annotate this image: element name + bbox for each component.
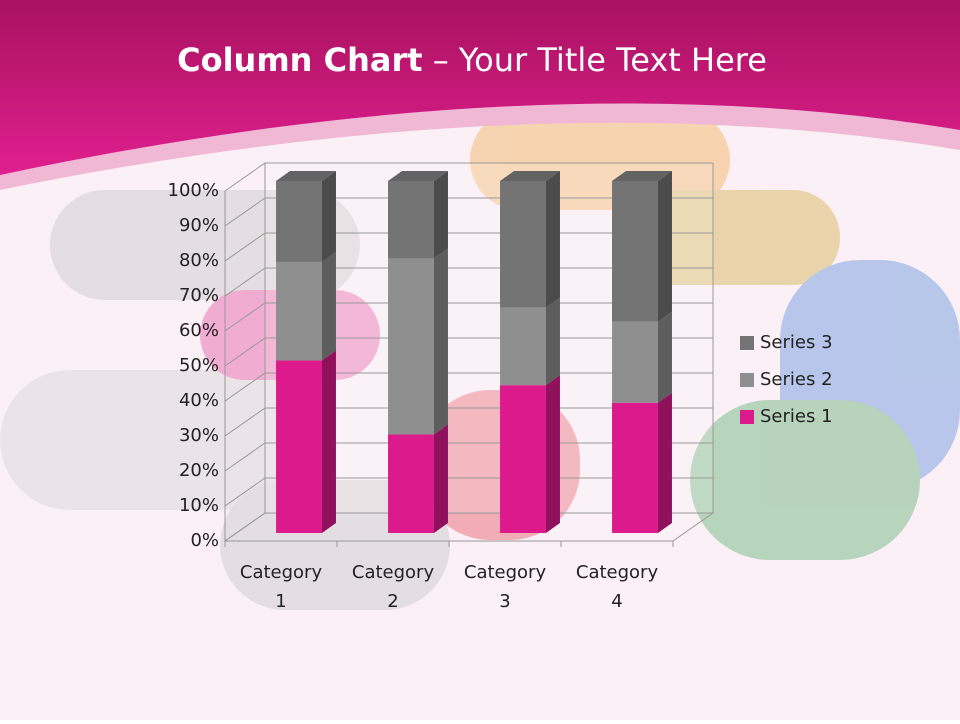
x-tick-label: Category 4 — [576, 562, 659, 612]
bar-front — [276, 261, 322, 361]
y-tick-label: 50% — [179, 355, 219, 376]
bar-front — [612, 181, 658, 322]
bar-side — [433, 248, 448, 435]
legend-label: Series 1 — [760, 406, 833, 427]
slide-title: Column Chart – Your Title Text Here — [177, 41, 767, 79]
y-tick-label: 60% — [179, 320, 219, 341]
grid-line — [224, 372, 713, 402]
y-tick-label: 10% — [179, 495, 219, 516]
bar-top — [388, 171, 448, 181]
bar-side — [657, 171, 672, 322]
grid-line — [224, 512, 713, 542]
grid-line — [224, 302, 713, 332]
grid-line — [224, 442, 713, 472]
bar-front — [388, 181, 434, 259]
grid-line — [224, 267, 713, 297]
title-rest: – Your Title Text Here — [433, 41, 767, 79]
bar-front — [500, 385, 546, 533]
y-tick-label: 30% — [179, 425, 219, 446]
bar-top — [500, 171, 560, 181]
bar-front — [612, 321, 658, 403]
legend-label: Series 2 — [760, 369, 833, 390]
y-tick-label: 100% — [168, 180, 219, 201]
bar-front — [500, 307, 546, 386]
x-tick-label: Category 1 — [240, 562, 323, 612]
title-bold: Column Chart — [177, 41, 422, 79]
legend-swatch — [740, 410, 754, 424]
x-tick-label: Category 2 — [352, 562, 435, 612]
bar-front — [612, 402, 658, 533]
header — [0, 0, 960, 175]
bar-side — [433, 424, 448, 533]
bar-side — [321, 251, 336, 361]
grid-line — [224, 197, 713, 227]
grid-line — [224, 477, 713, 507]
grid-line — [224, 232, 713, 262]
legend-swatch — [740, 336, 754, 350]
y-tick-label: 40% — [179, 390, 219, 411]
x-tick-label: Category 3 — [464, 562, 547, 612]
grid-line — [224, 162, 713, 192]
y-tick-label: 90% — [179, 215, 219, 236]
y-tick-label: 0% — [190, 530, 219, 551]
bar-top — [276, 171, 336, 181]
plot: 0% 10% 20% 30% 40% 50% 60% 70% 80% 90% 100% Categor… — [168, 162, 833, 612]
grid-line — [224, 337, 713, 367]
grid-line — [224, 407, 713, 437]
bar-front — [276, 360, 322, 533]
bar-top — [612, 171, 672, 181]
bar-front — [500, 181, 546, 308]
bar-side — [545, 171, 560, 308]
y-tick-label: 80% — [179, 250, 219, 271]
bar-front — [388, 434, 434, 533]
y-tick-label: 20% — [179, 460, 219, 481]
bar-side — [433, 171, 448, 259]
bar-side — [321, 171, 336, 262]
bar-side — [545, 375, 560, 533]
bar-front — [276, 181, 322, 262]
bar-side — [657, 392, 672, 533]
bar-front — [388, 258, 434, 435]
legend-label: Series 3 — [760, 332, 833, 353]
legend-swatch — [740, 373, 754, 387]
bar-side — [545, 297, 560, 386]
y-tick-label: 70% — [179, 285, 219, 306]
bar-side — [321, 350, 336, 533]
bar-side — [657, 311, 672, 403]
